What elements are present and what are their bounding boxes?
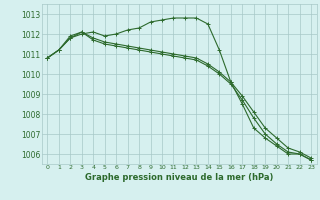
X-axis label: Graphe pression niveau de la mer (hPa): Graphe pression niveau de la mer (hPa) — [85, 173, 273, 182]
